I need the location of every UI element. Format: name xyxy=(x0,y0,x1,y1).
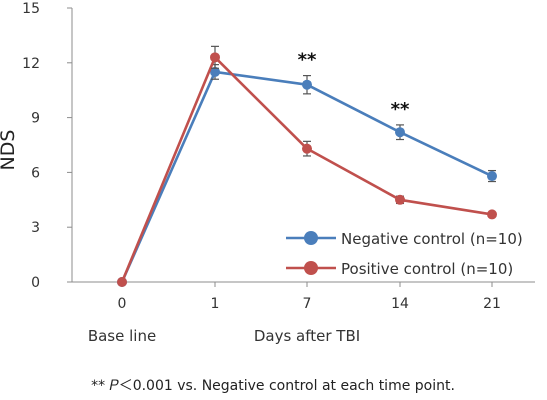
legend-item: Positive control (n=10) xyxy=(286,260,513,278)
series-layer xyxy=(117,45,497,287)
legend-label: Negative control (n=10) xyxy=(341,230,523,248)
y-tick-label: 3 xyxy=(31,220,40,236)
data-point xyxy=(487,171,497,182)
x-annotation-days: Days after TBI xyxy=(254,327,360,345)
x-annotation-baseline: Base line xyxy=(88,327,156,345)
significance-annotations: ** ** xyxy=(298,50,410,120)
y-tick-label: 9 xyxy=(31,111,40,127)
x-tick-label: 7 xyxy=(303,296,312,312)
x-tick-labels: 0 1 7 14 21 xyxy=(118,296,501,312)
significance-marker: ** xyxy=(391,99,410,120)
axes xyxy=(67,7,535,287)
data-point xyxy=(210,52,220,63)
data-point xyxy=(395,127,405,138)
data-point xyxy=(487,209,497,220)
x-tick-label: 0 xyxy=(118,296,127,312)
y-tick-label: 12 xyxy=(22,56,40,72)
x-tick-label: 21 xyxy=(483,296,501,312)
data-point xyxy=(117,277,127,287)
y-axis-label: NDS xyxy=(0,130,19,171)
legend-swatch-marker xyxy=(304,231,318,245)
y-tick-label: 15 xyxy=(22,1,40,17)
legend-swatch-marker xyxy=(304,261,318,275)
series-positive-control xyxy=(117,45,497,287)
footnote: ** 𝑃＜0.001 vs. Negative control at each … xyxy=(91,378,455,394)
legend: Negative control (n=10) Positive control … xyxy=(286,230,523,278)
x-tick-label: 14 xyxy=(391,296,409,312)
y-tick-label: 0 xyxy=(31,275,40,291)
y-tick-labels: 0 3 6 9 12 15 xyxy=(22,1,40,291)
data-point xyxy=(210,66,220,77)
y-tick-label: 6 xyxy=(31,165,40,181)
data-point xyxy=(302,79,312,90)
data-point xyxy=(302,143,312,154)
series-line xyxy=(120,70,493,283)
significance-marker: ** xyxy=(298,50,317,71)
legend-label: Positive control (n=10) xyxy=(341,260,513,278)
data-point xyxy=(395,194,405,205)
x-tick-label: 1 xyxy=(211,296,220,312)
legend-item: Negative control (n=10) xyxy=(286,230,523,248)
series-negative-control xyxy=(117,64,497,287)
